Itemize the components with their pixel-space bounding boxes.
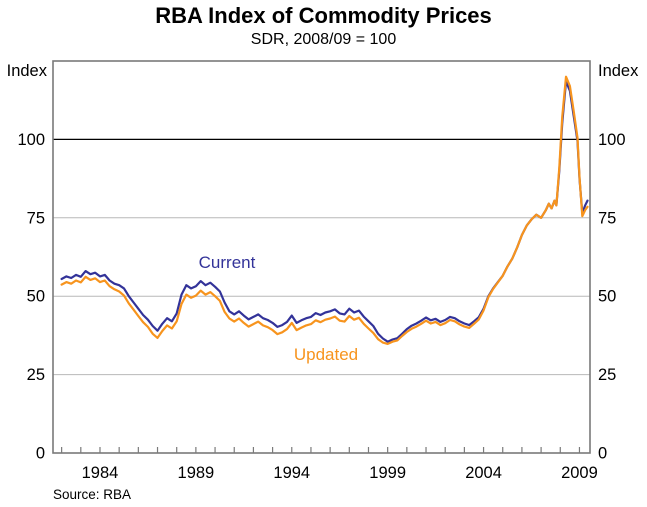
chart-title: RBA Index of Commodity Prices [155, 3, 492, 28]
y-axis-label-right-0: 0 [598, 445, 607, 463]
plot-border [52, 60, 591, 454]
x-axis-label-1999: 1999 [369, 464, 406, 482]
source-note: Source: RBA [53, 487, 132, 502]
y-axis-label-right-100: 100 [598, 131, 626, 149]
y-axis-label-left-50: 50 [27, 288, 45, 306]
y-axis-label-right-25: 25 [598, 366, 616, 384]
x-axis-label-1984: 1984 [82, 464, 119, 482]
series-line-current [60, 80, 589, 343]
x-axis-label-1994: 1994 [273, 464, 310, 482]
series-label-updated: Updated [294, 345, 358, 364]
x-axis-label-2004: 2004 [465, 464, 502, 482]
y-axis-label-right-50: 50 [598, 288, 616, 306]
series-label-current: Current [199, 253, 256, 272]
y-axis-label-left-0: 0 [36, 445, 45, 463]
y-axis-label-right-75: 75 [598, 209, 616, 227]
chart-subtitle: SDR, 2008/09 = 100 [250, 31, 397, 48]
y-axis-unit-left: Index [7, 62, 48, 80]
x-axis-label-1989: 1989 [178, 464, 215, 482]
y-axis-label-left-100: 100 [17, 131, 45, 149]
series-line-updated [60, 75, 589, 345]
x-axis-label-2009: 2009 [561, 464, 598, 482]
y-axis-label-left-75: 75 [27, 209, 45, 227]
y-axis-unit-right: Index [598, 62, 639, 80]
y-axis-label-left-25: 25 [27, 366, 45, 384]
